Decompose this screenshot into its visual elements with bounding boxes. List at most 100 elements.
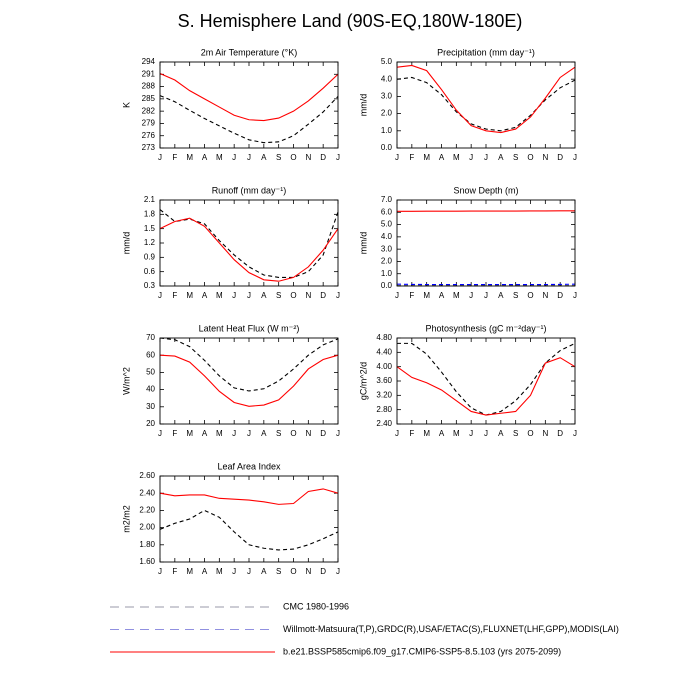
x-tick-label: J: [484, 291, 488, 300]
x-tick-label: O: [290, 291, 296, 300]
series-line: [159, 217, 339, 282]
x-tick-label: F: [409, 291, 414, 300]
x-tick-label: F: [172, 567, 177, 576]
y-tick-label: 3.0: [381, 244, 393, 253]
x-tick-label: A: [202, 153, 208, 162]
y-tick-label: 7.0: [381, 195, 393, 204]
x-tick-label: D: [557, 291, 563, 300]
x-tick-label: J: [469, 291, 473, 300]
x-tick-label: O: [290, 567, 296, 576]
x-tick-label: F: [172, 429, 177, 438]
x-tick-label: M: [453, 429, 460, 438]
x-tick-label: O: [527, 429, 533, 438]
panel-title: Runoff (mm day⁻¹): [212, 185, 287, 195]
legend-label: b.e21.BSSP585cmip6.f09_g17.CMIP6-SSP5-8.…: [283, 646, 561, 656]
x-tick-label: J: [484, 153, 488, 162]
series-line: [159, 337, 339, 392]
x-tick-label: M: [186, 567, 193, 576]
y-tick-label: 2.1: [144, 195, 156, 204]
x-tick-label: S: [276, 429, 281, 438]
y-tick-label: 4.00: [376, 362, 392, 371]
y-tick-label: 1.8: [144, 209, 156, 218]
x-tick-label: J: [232, 153, 236, 162]
x-tick-label: M: [423, 153, 430, 162]
y-tick-label: 4.0: [381, 74, 393, 83]
y-tick-label: 273: [142, 143, 156, 152]
x-tick-label: J: [395, 429, 399, 438]
x-tick-label: J: [469, 153, 473, 162]
y-tick-label: 1.5: [144, 224, 156, 233]
x-tick-label: J: [158, 429, 162, 438]
x-tick-label: S: [276, 291, 281, 300]
series-line: [396, 357, 576, 416]
x-tick-label: J: [469, 429, 473, 438]
legend-label: CMC 1980-1996: [283, 601, 349, 611]
x-tick-label: N: [305, 429, 311, 438]
plot-frame: [159, 199, 339, 287]
y-tick-label: 279: [142, 119, 156, 128]
y-axis-label: m2/m2: [121, 505, 131, 533]
y-tick-label: 0.3: [144, 281, 156, 290]
x-tick-label: A: [498, 153, 504, 162]
x-tick-label: M: [186, 291, 193, 300]
x-tick-label: J: [573, 291, 577, 300]
x-tick-label: A: [498, 429, 504, 438]
x-tick-label: J: [573, 429, 577, 438]
x-tick-label: D: [557, 429, 563, 438]
y-tick-label: 282: [142, 106, 156, 115]
y-tick-label: 2.60: [139, 471, 155, 480]
x-tick-label: O: [290, 429, 296, 438]
y-tick-label: 2.40: [139, 488, 155, 497]
y-tick-label: 3.0: [381, 92, 393, 101]
y-tick-label: 40: [146, 385, 155, 394]
x-tick-label: A: [261, 429, 267, 438]
x-tick-label: J: [395, 291, 399, 300]
y-tick-label: 1.80: [139, 540, 155, 549]
y-axis-label: gC/m^2/d: [358, 362, 368, 400]
x-tick-label: M: [216, 429, 223, 438]
x-tick-label: N: [305, 291, 311, 300]
panel-title: Latent Heat Flux (W m⁻²): [199, 323, 300, 333]
y-axis-label: mm/d: [121, 232, 131, 255]
x-tick-label: F: [409, 153, 414, 162]
panel-title: Photosynthesis (gC m⁻²day⁻¹): [425, 323, 546, 333]
x-tick-label: A: [202, 429, 208, 438]
x-tick-label: S: [513, 429, 518, 438]
y-tick-label: 4.80: [376, 333, 392, 342]
x-tick-label: J: [247, 429, 251, 438]
x-tick-label: J: [336, 291, 340, 300]
x-tick-label: J: [247, 153, 251, 162]
y-tick-label: 3.60: [376, 376, 392, 385]
y-tick-label: 60: [146, 350, 155, 359]
series-line: [159, 95, 339, 144]
y-tick-label: 0.9: [144, 252, 156, 261]
y-tick-label: 0.6: [144, 267, 156, 276]
x-tick-label: A: [202, 567, 208, 576]
y-tick-label: 3.20: [376, 390, 392, 399]
y-tick-label: 50: [146, 368, 155, 377]
y-tick-label: 1.2: [144, 238, 156, 247]
x-tick-label: A: [261, 567, 267, 576]
x-tick-label: J: [232, 567, 236, 576]
x-tick-label: O: [527, 153, 533, 162]
x-tick-label: A: [261, 291, 267, 300]
y-tick-label: 1.0: [381, 269, 393, 278]
plot-frame: [159, 61, 339, 149]
x-tick-label: D: [320, 153, 326, 162]
panel-title: Leaf Area Index: [217, 461, 281, 471]
x-tick-label: M: [453, 153, 460, 162]
y-tick-label: 2.20: [139, 506, 155, 515]
plot-frame: [396, 337, 576, 425]
y-tick-label: 0.0: [381, 143, 393, 152]
plot-frame: [159, 475, 339, 563]
x-tick-label: M: [186, 153, 193, 162]
y-tick-label: 20: [146, 419, 155, 428]
y-tick-label: 288: [142, 82, 156, 91]
series-line: [159, 354, 339, 407]
x-tick-label: F: [409, 429, 414, 438]
y-tick-label: 285: [142, 94, 156, 103]
y-tick-label: 291: [142, 69, 156, 78]
x-tick-label: N: [305, 567, 311, 576]
plot-frame: [396, 199, 576, 287]
